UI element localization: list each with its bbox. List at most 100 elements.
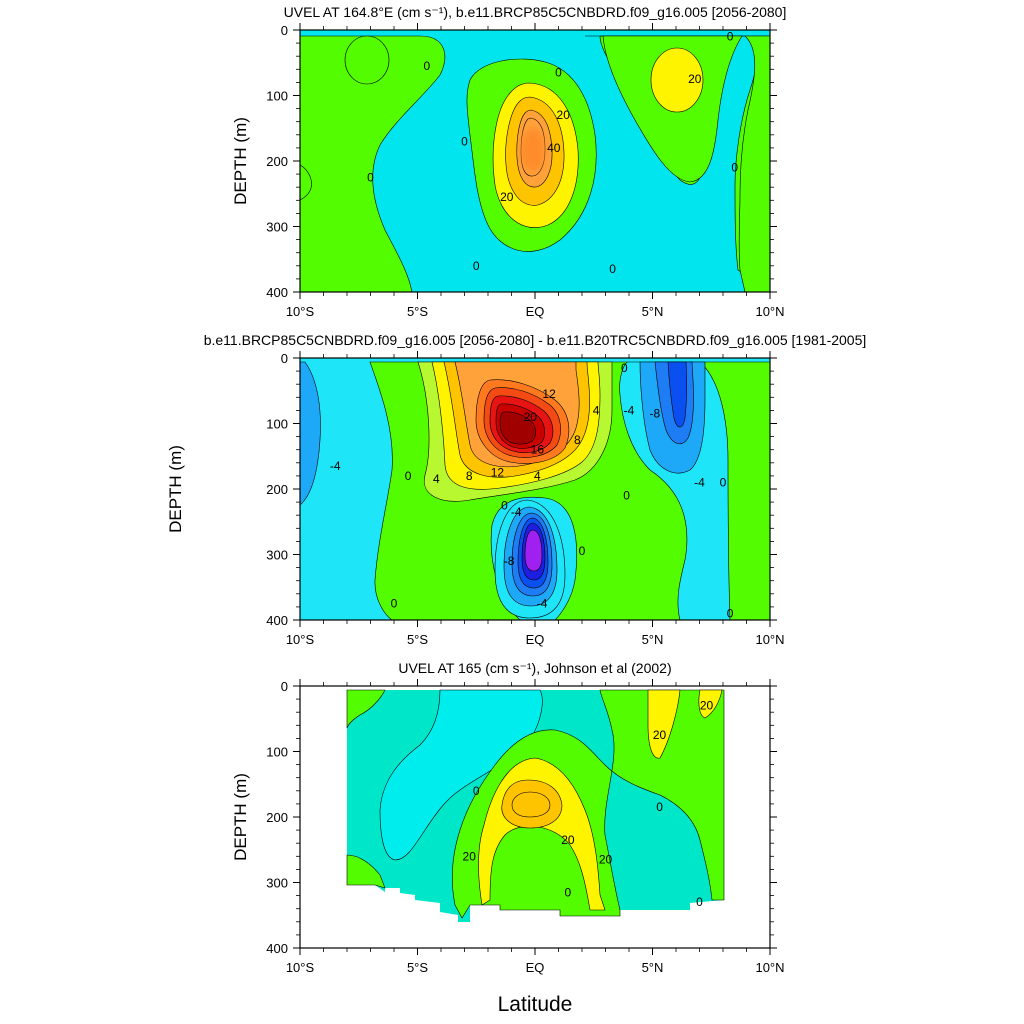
y-tick-label: 0 [281,23,288,38]
panel-2-title: b.e11.BRCP85C5CNBDRD.f09_g16.005 [2056-2… [204,332,867,348]
panel-3-fill-pos1-north [647,689,681,759]
contour-label: 0 [473,259,480,273]
panel-3-contour-labels: 20 20 0 0 20 20 20 0 0 [463,699,714,910]
contour-label: 0 [565,885,572,899]
panel-1-fill-zero-region [300,35,446,292]
contour-label: 0 [621,361,628,375]
contour-label: 20 [599,853,613,867]
panel-2-difference: b.e11.BRCP85C5CNBDRD.f09_g16.005 [2056-2… [166,332,866,647]
y-tick-label: 0 [281,351,288,366]
y-tick-label: 300 [266,548,288,563]
contour-label: 0 [623,489,630,503]
y-tick-label: 100 [266,417,288,432]
panel-3-title: UVEL AT 165 (cm s⁻¹), Johnson et al (200… [398,660,671,676]
contour-label: 8 [466,469,473,483]
x-tick-label: 5°N [642,960,664,975]
contour-label: 20 [500,190,514,204]
panel-3-fill-pos1-north2 [698,689,723,719]
contour-label: 20 [700,699,714,713]
contour-label: 20 [557,108,571,122]
contour-label: 0 [727,606,734,620]
x-tick-label: 5°S [407,960,428,975]
contour-label: 0 [731,161,738,175]
contour-label: 20 [561,833,575,847]
x-tick-label: EQ [526,632,545,647]
y-tick-label: 100 [266,89,288,104]
x-tick-label: 10°N [755,304,784,319]
contour-label: 20 [524,410,538,424]
contour-label: 0 [609,262,616,276]
panel-1-model-uvel: UVEL AT 164.8°E (cm s⁻¹), b.e11.BRCP85C5… [231,4,786,319]
y-tick-label: 400 [266,285,288,300]
contour-label: 0 [720,475,727,489]
panel-3-fill-zero-west [346,689,386,729]
contour-label: 40 [547,141,561,155]
contour-label: 0 [727,30,734,44]
panel-1-contour-south-cyan [300,164,312,201]
x-tick-label: EQ [526,960,545,975]
contour-label: 0 [579,544,586,558]
panel-1-title: UVEL AT 164.8°E (cm s⁻¹), b.e11.BRCP85C5… [284,4,787,20]
x-tick-label: 10°N [755,632,784,647]
x-tick-label: 5°N [642,632,664,647]
contour-label: 0 [391,597,398,611]
contour-label: 0 [405,469,412,483]
contour-label: 20 [463,849,477,863]
x-tick-label: EQ [526,304,545,319]
panel-1-contour-labels: 0 0 20 40 20 20 0 0 0 0 0 0 [367,30,738,276]
x-tick-label: 5°N [642,304,664,319]
x-tick-label: 5°S [407,304,428,319]
contour-label: -4 [624,403,635,417]
contour-label: 12 [491,466,505,480]
panel-1-fill-pos1-north [650,47,704,113]
contour-label: 8 [574,433,581,447]
contour-label: 12 [542,387,556,401]
contour-label: 0 [473,784,480,798]
panel-1-fill-zero-north-main [600,35,770,292]
panel-2-fill-neg6-south [524,529,543,572]
y-tick-label: 400 [266,941,288,956]
panel-3-ylabel: DEPTH (m) [231,773,250,861]
contour-label: 0 [424,59,431,73]
contour-label: -4 [537,597,548,611]
contour-label: 4 [534,469,541,483]
panel-2-fill-neg-north-3 [667,361,687,428]
y-tick-label: 100 [266,745,288,760]
contour-label: -8 [504,554,515,568]
contour-label: 20 [653,728,667,742]
panel-1-fill-peak [521,128,545,172]
contour-label: 16 [531,443,545,457]
y-tick-label: 400 [266,613,288,628]
y-tick-label: 0 [281,679,288,694]
panel-3-fill-zero-se [346,854,386,889]
contour-label: 20 [688,72,702,86]
contour-label: -4 [330,459,341,473]
y-tick-label: 300 [266,876,288,891]
x-tick-label: 10°S [286,632,315,647]
panel-1-plot-area: 0 0 20 40 20 20 0 0 0 0 0 0 [300,30,770,292]
panel-2-fill-pos9 [499,411,536,445]
contour-label: 0 [501,498,508,512]
contour-label: 0 [696,895,703,909]
contour-label: 4 [593,403,600,417]
contour-label: 0 [461,134,468,148]
panel-3-fill-pos2-eq-inner [511,791,551,818]
panel-1-fill-zero-sw [344,35,390,85]
panel-2-ylabel: DEPTH (m) [166,445,185,533]
y-tick-label: 200 [266,482,288,497]
contour-label: 0 [367,170,374,184]
figure-xlabel: Latitude [498,993,573,1016]
panel-1-ylabel: DEPTH (m) [231,117,250,205]
contour-label: 4 [433,472,440,486]
contour-label: 0 [555,66,562,80]
panel-3-plot-area: 20 20 0 0 20 20 20 0 0 [346,689,725,922]
x-tick-label: 10°S [286,960,315,975]
x-tick-label: 10°N [755,960,784,975]
contour-label: -8 [650,407,661,421]
